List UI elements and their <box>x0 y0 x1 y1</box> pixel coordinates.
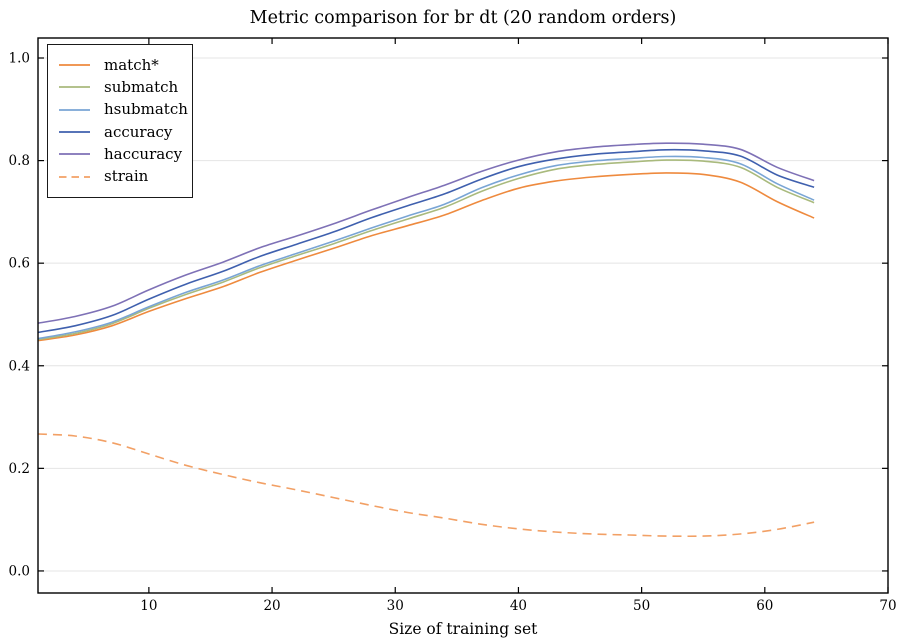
legend-label: strain <box>104 167 149 186</box>
series-line-accuracy <box>37 148 815 334</box>
axis-ticks <box>38 38 889 593</box>
axis-tick-labels: 0.0 0.2 0.4 0.6 0.8 1.0 10 20 30 40 50 60 70 <box>9 51 897 614</box>
y-tick-label: 0.2 <box>9 461 30 477</box>
legend-label: haccuracy <box>104 144 183 163</box>
legend-line-sample-hsubmatch <box>58 107 91 113</box>
legend-line-sample-submatch <box>58 84 91 90</box>
legend-item-hsubmatch: hsubmatch <box>58 99 188 121</box>
x-tick-label: 70 <box>879 598 896 614</box>
y-tick-label: 0.4 <box>9 358 30 374</box>
legend-item-match: match* <box>58 54 182 76</box>
legend-item-haccuracy: haccuracy <box>58 143 182 165</box>
x-tick-label: 40 <box>510 598 527 614</box>
legend-line-sample-accuracy <box>58 129 91 135</box>
series-line-submatch <box>37 159 815 341</box>
x-tick-label: 60 <box>756 598 773 614</box>
plot-border <box>37 37 889 594</box>
legend-label: hsubmatch <box>104 100 188 119</box>
series-line-haccuracy <box>37 142 815 324</box>
legend-line-sample-strain <box>58 174 91 180</box>
x-tick-label: 50 <box>633 598 650 614</box>
y-tick-label: 1.0 <box>9 51 30 67</box>
x-tick-label: 30 <box>387 598 404 614</box>
x-tick-label: 10 <box>140 598 157 614</box>
legend-line-sample-match <box>58 62 91 68</box>
series-line-match <box>37 172 815 342</box>
legend-item-submatch: submatch <box>58 76 182 98</box>
legend-item-accuracy: accuracy <box>58 121 182 143</box>
y-tick-label: 0.8 <box>9 153 30 169</box>
legend-label: accuracy <box>104 122 173 141</box>
y-tick-label: 0.0 <box>9 563 30 579</box>
x-axis-label: Size of training set <box>389 620 539 638</box>
y-tick-label: 0.6 <box>9 256 30 272</box>
series-line-strain <box>37 433 815 538</box>
series-line-hsubmatch <box>37 155 815 340</box>
x-tick-label: 20 <box>263 598 280 614</box>
legend-line-sample-haccuracy <box>58 151 91 157</box>
legend-item-strain: strain <box>58 166 182 188</box>
legend: match* submatch hsubmatch accuracy haccuracy… <box>47 44 193 198</box>
chart-title: Metric comparison for br dt (20 random o… <box>250 8 677 28</box>
series-lines <box>37 142 815 538</box>
legend-label: match* <box>104 55 159 74</box>
legend-label: submatch <box>104 77 179 96</box>
